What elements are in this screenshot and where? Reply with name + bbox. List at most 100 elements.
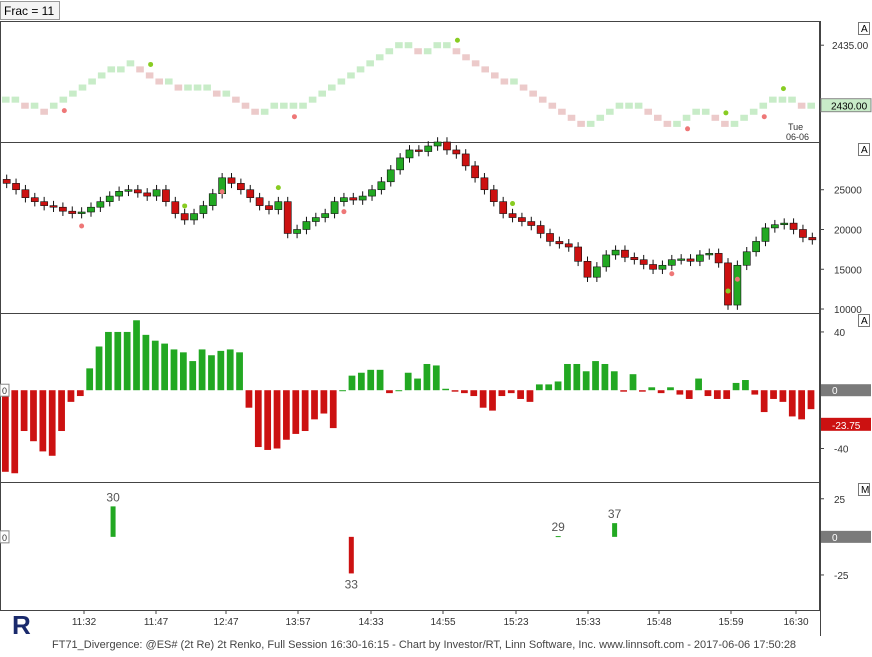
renko-brick [145, 72, 154, 79]
candle-body [368, 189, 376, 197]
candle-body [602, 254, 611, 268]
histogram-bar [629, 374, 637, 391]
renko-brick [280, 102, 288, 109]
frac-high-dot [723, 110, 729, 116]
candle-body [499, 201, 508, 214]
panel-frame [0, 482, 820, 611]
renko-brick [49, 102, 58, 109]
renko-brick [107, 66, 116, 73]
renko-brick [788, 96, 796, 103]
renko-brick [260, 108, 269, 115]
candle-body [780, 222, 789, 226]
candle-body [752, 241, 760, 253]
candle-body [621, 249, 629, 258]
histogram-bar [798, 390, 806, 420]
divergence-bar [612, 523, 618, 537]
histogram-bar [676, 390, 684, 395]
candle-body [705, 253, 714, 256]
renko-brick [30, 102, 39, 109]
candle-body [536, 225, 545, 234]
histogram-bar [470, 390, 478, 397]
renko-brick [577, 120, 585, 127]
renko-brick [759, 102, 768, 109]
histogram-bar [432, 365, 440, 391]
renko-brick [40, 108, 48, 115]
divergence-label: 29 [552, 520, 566, 534]
candle-body [59, 206, 67, 212]
current-value-tag [821, 417, 871, 431]
renko-brick [462, 54, 470, 61]
frac-high-dot [148, 61, 154, 67]
logo-bg [10, 612, 42, 636]
renko-brick [625, 102, 633, 109]
y-tick-label: 10000 [834, 305, 862, 316]
panel-frame [0, 142, 820, 314]
candle-body [724, 262, 732, 306]
histogram-bar [357, 372, 365, 391]
candle-body [96, 201, 105, 208]
time-label: 12:47 [213, 617, 238, 628]
candle-body [396, 157, 404, 171]
frac-low-dot [341, 209, 347, 215]
candle-body [592, 266, 601, 278]
candle-body [489, 189, 498, 202]
candle-body [527, 221, 536, 226]
histogram-bar [713, 390, 721, 399]
frac-label-box[interactable]: Frac = 11 [0, 1, 60, 20]
candle-body [799, 229, 807, 238]
current-value-label: -23.75 [832, 421, 861, 432]
frac-high-dot [725, 288, 731, 294]
renko-brick [596, 114, 605, 121]
renko-brick [423, 48, 432, 55]
candle-body [405, 149, 414, 159]
renko-brick [433, 42, 442, 49]
renko-brick [59, 96, 68, 103]
histogram-bar [348, 375, 356, 391]
renko-brick [615, 102, 624, 109]
histogram-bar [301, 390, 309, 432]
candle-body [555, 241, 564, 245]
footer-caption-text: FT71_Divergence: @ES# (2t Re) 2t Renko, … [52, 639, 797, 651]
candle-body [237, 183, 245, 191]
histogram-bar [723, 390, 731, 399]
candle-body [190, 213, 198, 221]
candle-body [87, 206, 95, 213]
histogram-bar [86, 368, 94, 391]
histogram-bar [732, 382, 740, 391]
histogram-bar [273, 390, 281, 449]
candle-body [274, 201, 283, 210]
renko-brick [136, 66, 144, 73]
current-value-label: 2430.00 [831, 102, 868, 113]
panel-label-box [858, 143, 870, 156]
renko-brick [404, 42, 413, 49]
candle-body [424, 145, 433, 152]
panel-label: A [861, 24, 868, 35]
renko-brick [232, 96, 240, 103]
time-label: 14:33 [358, 617, 383, 628]
histogram-bar [685, 390, 693, 399]
candle-body [649, 264, 657, 270]
panel-label: A [861, 145, 868, 156]
renko-brick [644, 108, 652, 115]
time-label: 11:32 [72, 617, 97, 628]
panel-label: M [861, 485, 869, 496]
candle-body [443, 141, 451, 151]
candle-body [12, 183, 20, 191]
frac-high-dot [454, 37, 460, 43]
candle-body [171, 201, 180, 214]
candle-body [471, 165, 479, 179]
renko-brick [155, 78, 163, 85]
candle-body [677, 258, 686, 261]
renko-brick [510, 78, 518, 85]
renko-brick [308, 96, 317, 103]
renko-brick [97, 72, 106, 79]
time-label: 14:55 [430, 617, 455, 628]
candle-body [21, 189, 30, 198]
y-tick-label: 15000 [834, 265, 862, 276]
histogram-bar [770, 390, 777, 399]
time-label: 15:33 [575, 617, 600, 628]
histogram-bar [30, 390, 37, 442]
renko-brick [797, 102, 806, 109]
logo: R [10, 610, 42, 640]
